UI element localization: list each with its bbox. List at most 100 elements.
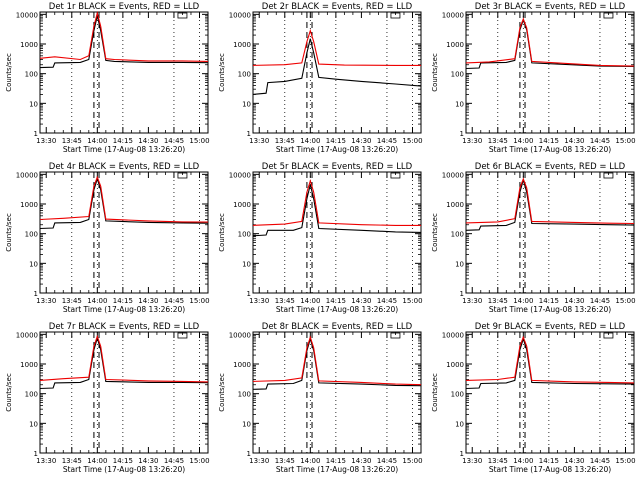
chart-title: Det 7r BLACK = Events, RED = LLD <box>49 322 200 332</box>
y-tick-label: 1 <box>247 290 251 298</box>
y-axis-label: Counts/sec <box>5 213 13 252</box>
events-series-line <box>39 336 209 390</box>
chart-title: Det 1r BLACK = Events, RED = LLD <box>49 2 200 12</box>
y-tick-label: 100 <box>451 391 464 399</box>
x-tick-label: 14:15 <box>539 297 559 305</box>
y-tick-label: 1000 <box>233 41 251 49</box>
lld-series-line <box>465 17 635 67</box>
top-interval-marker <box>177 332 188 339</box>
x-tick-label: 15:00 <box>189 297 209 305</box>
lld-series-line <box>39 175 209 223</box>
events-series-line <box>465 177 635 231</box>
x-tick-label: 14:30 <box>564 457 584 465</box>
x-tick-label: 15:00 <box>615 137 635 145</box>
x-tick-label: 14:30 <box>138 457 158 465</box>
plot-frame <box>252 331 422 454</box>
x-tick-label: 14:15 <box>113 457 133 465</box>
x-tick-label: 14:15 <box>113 297 133 305</box>
x-tick-label: 13:30 <box>249 137 269 145</box>
x-tick-label: 13:45 <box>62 457 82 465</box>
x-axis-label: Start Time (17-Aug-08 13:26:20) <box>63 145 185 154</box>
x-tick-label: 14:00 <box>513 297 533 305</box>
y-axis-label: Counts/sec <box>431 373 439 412</box>
x-tick-label: 14:15 <box>539 457 559 465</box>
plot-frame <box>465 331 635 454</box>
x-tick-label: 13:30 <box>36 137 56 145</box>
plot-frame <box>39 11 209 134</box>
top-interval-marker <box>177 12 188 19</box>
panel-det-6r: Det 6r BLACK = Events, RED = LLD Counts/s… <box>431 162 636 314</box>
top-interval-marker <box>603 12 614 19</box>
x-tick-label: 14:45 <box>590 297 610 305</box>
y-tick-label: 10000 <box>442 331 464 339</box>
x-tick-label: 13:45 <box>275 297 295 305</box>
events-series-line <box>465 337 635 390</box>
x-tick-label: 14:15 <box>113 137 133 145</box>
chart-title: Det 2r BLACK = Events, RED = LLD <box>262 2 413 12</box>
y-tick-label: 100 <box>451 71 464 79</box>
y-tick-label: 1 <box>247 450 251 458</box>
top-interval-marker <box>177 172 188 179</box>
x-tick-label: 14:30 <box>138 137 158 145</box>
x-tick-label: 14:30 <box>351 137 371 145</box>
lld-series-line <box>39 10 209 62</box>
panel-det-9r: Det 9r BLACK = Events, RED = LLD Counts/s… <box>431 322 636 474</box>
y-tick-label: 1 <box>247 130 251 138</box>
y-tick-label: 1000 <box>20 361 38 369</box>
x-tick-label: 13:45 <box>488 457 508 465</box>
x-tick-label: 14:00 <box>87 457 107 465</box>
y-tick-label: 10 <box>242 100 251 108</box>
y-tick-label: 10 <box>29 420 38 428</box>
y-tick-label: 100 <box>238 391 251 399</box>
x-tick-label: 14:45 <box>377 457 397 465</box>
x-axis-label: Start Time (17-Aug-08 13:26:20) <box>276 465 398 474</box>
x-tick-label: 14:45 <box>377 297 397 305</box>
top-interval-marker <box>390 172 401 179</box>
y-tick-label: 10 <box>242 420 251 428</box>
x-tick-label: 14:45 <box>590 457 610 465</box>
x-tick-label: 15:00 <box>402 297 422 305</box>
panel-det-5r: Det 5r BLACK = Events, RED = LLD Counts/s… <box>218 162 423 314</box>
lld-series-line <box>465 177 635 225</box>
lld-series-line <box>252 28 421 66</box>
y-axis-label: Counts/sec <box>218 53 226 92</box>
x-tick-label: 14:45 <box>377 137 397 145</box>
lld-series-line <box>252 178 421 226</box>
y-tick-label: 1000 <box>20 201 38 209</box>
x-tick-label: 13:30 <box>462 297 482 305</box>
y-tick-label: 10000 <box>229 331 251 339</box>
x-axis-label: Start Time (17-Aug-08 13:26:20) <box>489 145 611 154</box>
chart-title: Det 6r BLACK = Events, RED = LLD <box>475 162 626 172</box>
y-tick-label: 100 <box>451 231 464 239</box>
y-tick-label: 100 <box>238 231 251 239</box>
y-tick-label: 1000 <box>446 201 464 209</box>
chart-title: Det 4r BLACK = Events, RED = LLD <box>49 162 200 172</box>
x-axis-label: Start Time (17-Aug-08 13:26:20) <box>489 305 611 314</box>
y-tick-label: 1 <box>460 130 464 138</box>
y-tick-label: 10 <box>455 420 464 428</box>
y-tick-label: 100 <box>238 71 251 79</box>
x-tick-label: 14:00 <box>300 457 320 465</box>
x-axis-label: Start Time (17-Aug-08 13:26:20) <box>276 305 398 314</box>
y-tick-label: 10 <box>455 260 464 268</box>
panel-det-8r: Det 8r BLACK = Events, RED = LLD Counts/s… <box>218 322 423 474</box>
chart-title: Det 3r BLACK = Events, RED = LLD <box>475 2 626 12</box>
y-tick-label: 100 <box>25 71 38 79</box>
x-tick-label: 13:45 <box>62 137 82 145</box>
x-tick-label: 13:45 <box>275 457 295 465</box>
y-tick-label: 10000 <box>16 171 38 179</box>
y-tick-label: 10000 <box>442 11 464 19</box>
x-tick-label: 14:00 <box>300 297 320 305</box>
x-axis-label: Start Time (17-Aug-08 13:26:20) <box>276 145 398 154</box>
plot-frame <box>39 171 209 294</box>
x-tick-label: 14:45 <box>164 297 184 305</box>
y-tick-label: 10000 <box>16 11 38 19</box>
x-tick-label: 13:45 <box>275 137 295 145</box>
plot-frame <box>252 171 422 294</box>
chart-title: Det 9r BLACK = Events, RED = LLD <box>475 322 626 332</box>
events-series-line <box>252 336 422 390</box>
x-tick-label: 15:00 <box>615 297 635 305</box>
x-tick-label: 13:30 <box>462 137 482 145</box>
x-tick-label: 14:30 <box>351 457 371 465</box>
y-tick-label: 1000 <box>446 41 464 49</box>
